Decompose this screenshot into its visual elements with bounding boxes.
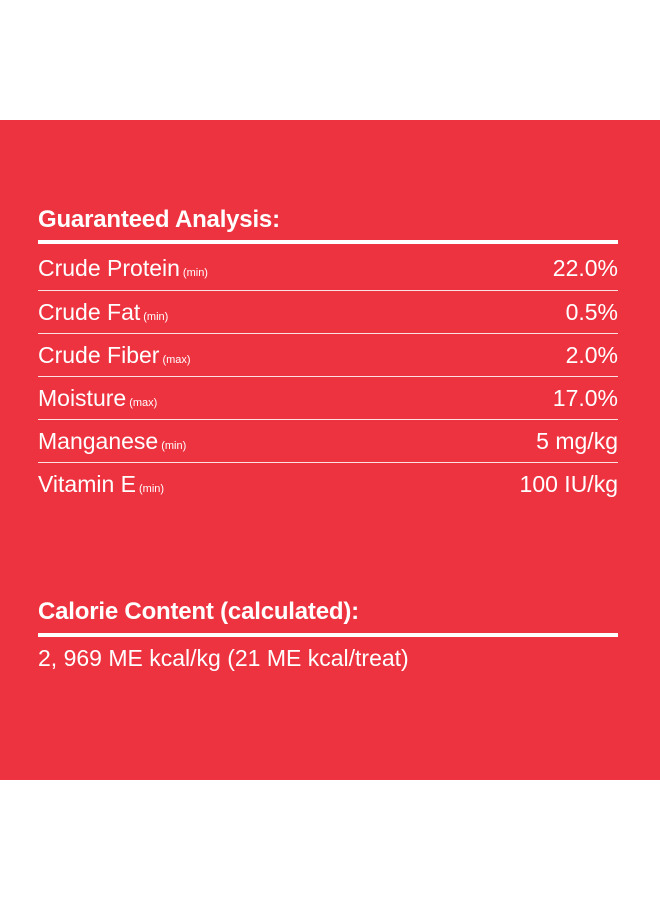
nutrient-value: 2.0% <box>565 341 618 368</box>
row-divider <box>38 333 618 334</box>
guaranteed-analysis-title: Guaranteed Analysis: <box>38 206 280 233</box>
analysis-row-manganese: Manganese (min) 5 mg/kg <box>38 420 618 462</box>
row-divider <box>38 419 618 420</box>
analysis-row-crude-fiber: Crude Fiber (max) 2.0% <box>38 334 618 376</box>
analysis-row-crude-protein: Crude Protein (min) 22.0% <box>38 247 618 289</box>
row-label: Moisture (max) <box>38 385 157 412</box>
title-divider <box>38 240 618 244</box>
nutrient-name: Crude Fat <box>38 298 141 325</box>
nutrient-qualifier: (min) <box>139 482 165 495</box>
nutrient-qualifier: (max) <box>162 353 191 366</box>
nutrient-name: Vitamin E <box>38 470 137 497</box>
row-label: Manganese (min) <box>38 428 186 455</box>
analysis-row-vitamin-e: Vitamin E (min) 100 IU/kg <box>38 463 618 505</box>
nutrition-panel: Guaranteed Analysis: Crude Protein (min)… <box>0 120 660 780</box>
nutrient-value: 17.0% <box>552 384 618 411</box>
nutrient-value: 22.0% <box>552 254 618 281</box>
nutrient-qualifier: (min) <box>161 439 187 452</box>
calorie-content-value: 2, 969 ME kcal/kg (21 ME kcal/treat) <box>38 645 409 671</box>
nutrient-qualifier: (min) <box>182 266 208 279</box>
row-label: Crude Fat (min) <box>38 299 168 326</box>
row-label: Vitamin E (min) <box>38 471 164 498</box>
row-divider <box>38 376 618 377</box>
row-label: Crude Fiber (max) <box>38 342 191 369</box>
nutrient-value: 0.5% <box>565 298 618 325</box>
row-divider <box>38 290 618 291</box>
nutrient-qualifier: (min) <box>143 310 169 323</box>
nutrient-name: Crude Protein <box>38 254 180 281</box>
row-divider <box>38 462 618 463</box>
calorie-divider <box>38 633 618 637</box>
nutrient-name: Moisture <box>38 384 127 411</box>
calorie-content-title: Calorie Content (calculated): <box>38 598 359 625</box>
row-label: Crude Protein (min) <box>38 255 208 282</box>
nutrient-value: 5 mg/kg <box>536 427 618 454</box>
analysis-row-crude-fat: Crude Fat (min) 0.5% <box>38 291 618 333</box>
nutrient-name: Manganese <box>38 427 159 454</box>
nutrient-name: Crude Fiber <box>38 341 160 368</box>
nutrient-qualifier: (max) <box>129 396 158 409</box>
analysis-row-moisture: Moisture (max) 17.0% <box>38 377 618 419</box>
nutrient-value: 100 IU/kg <box>519 470 618 497</box>
